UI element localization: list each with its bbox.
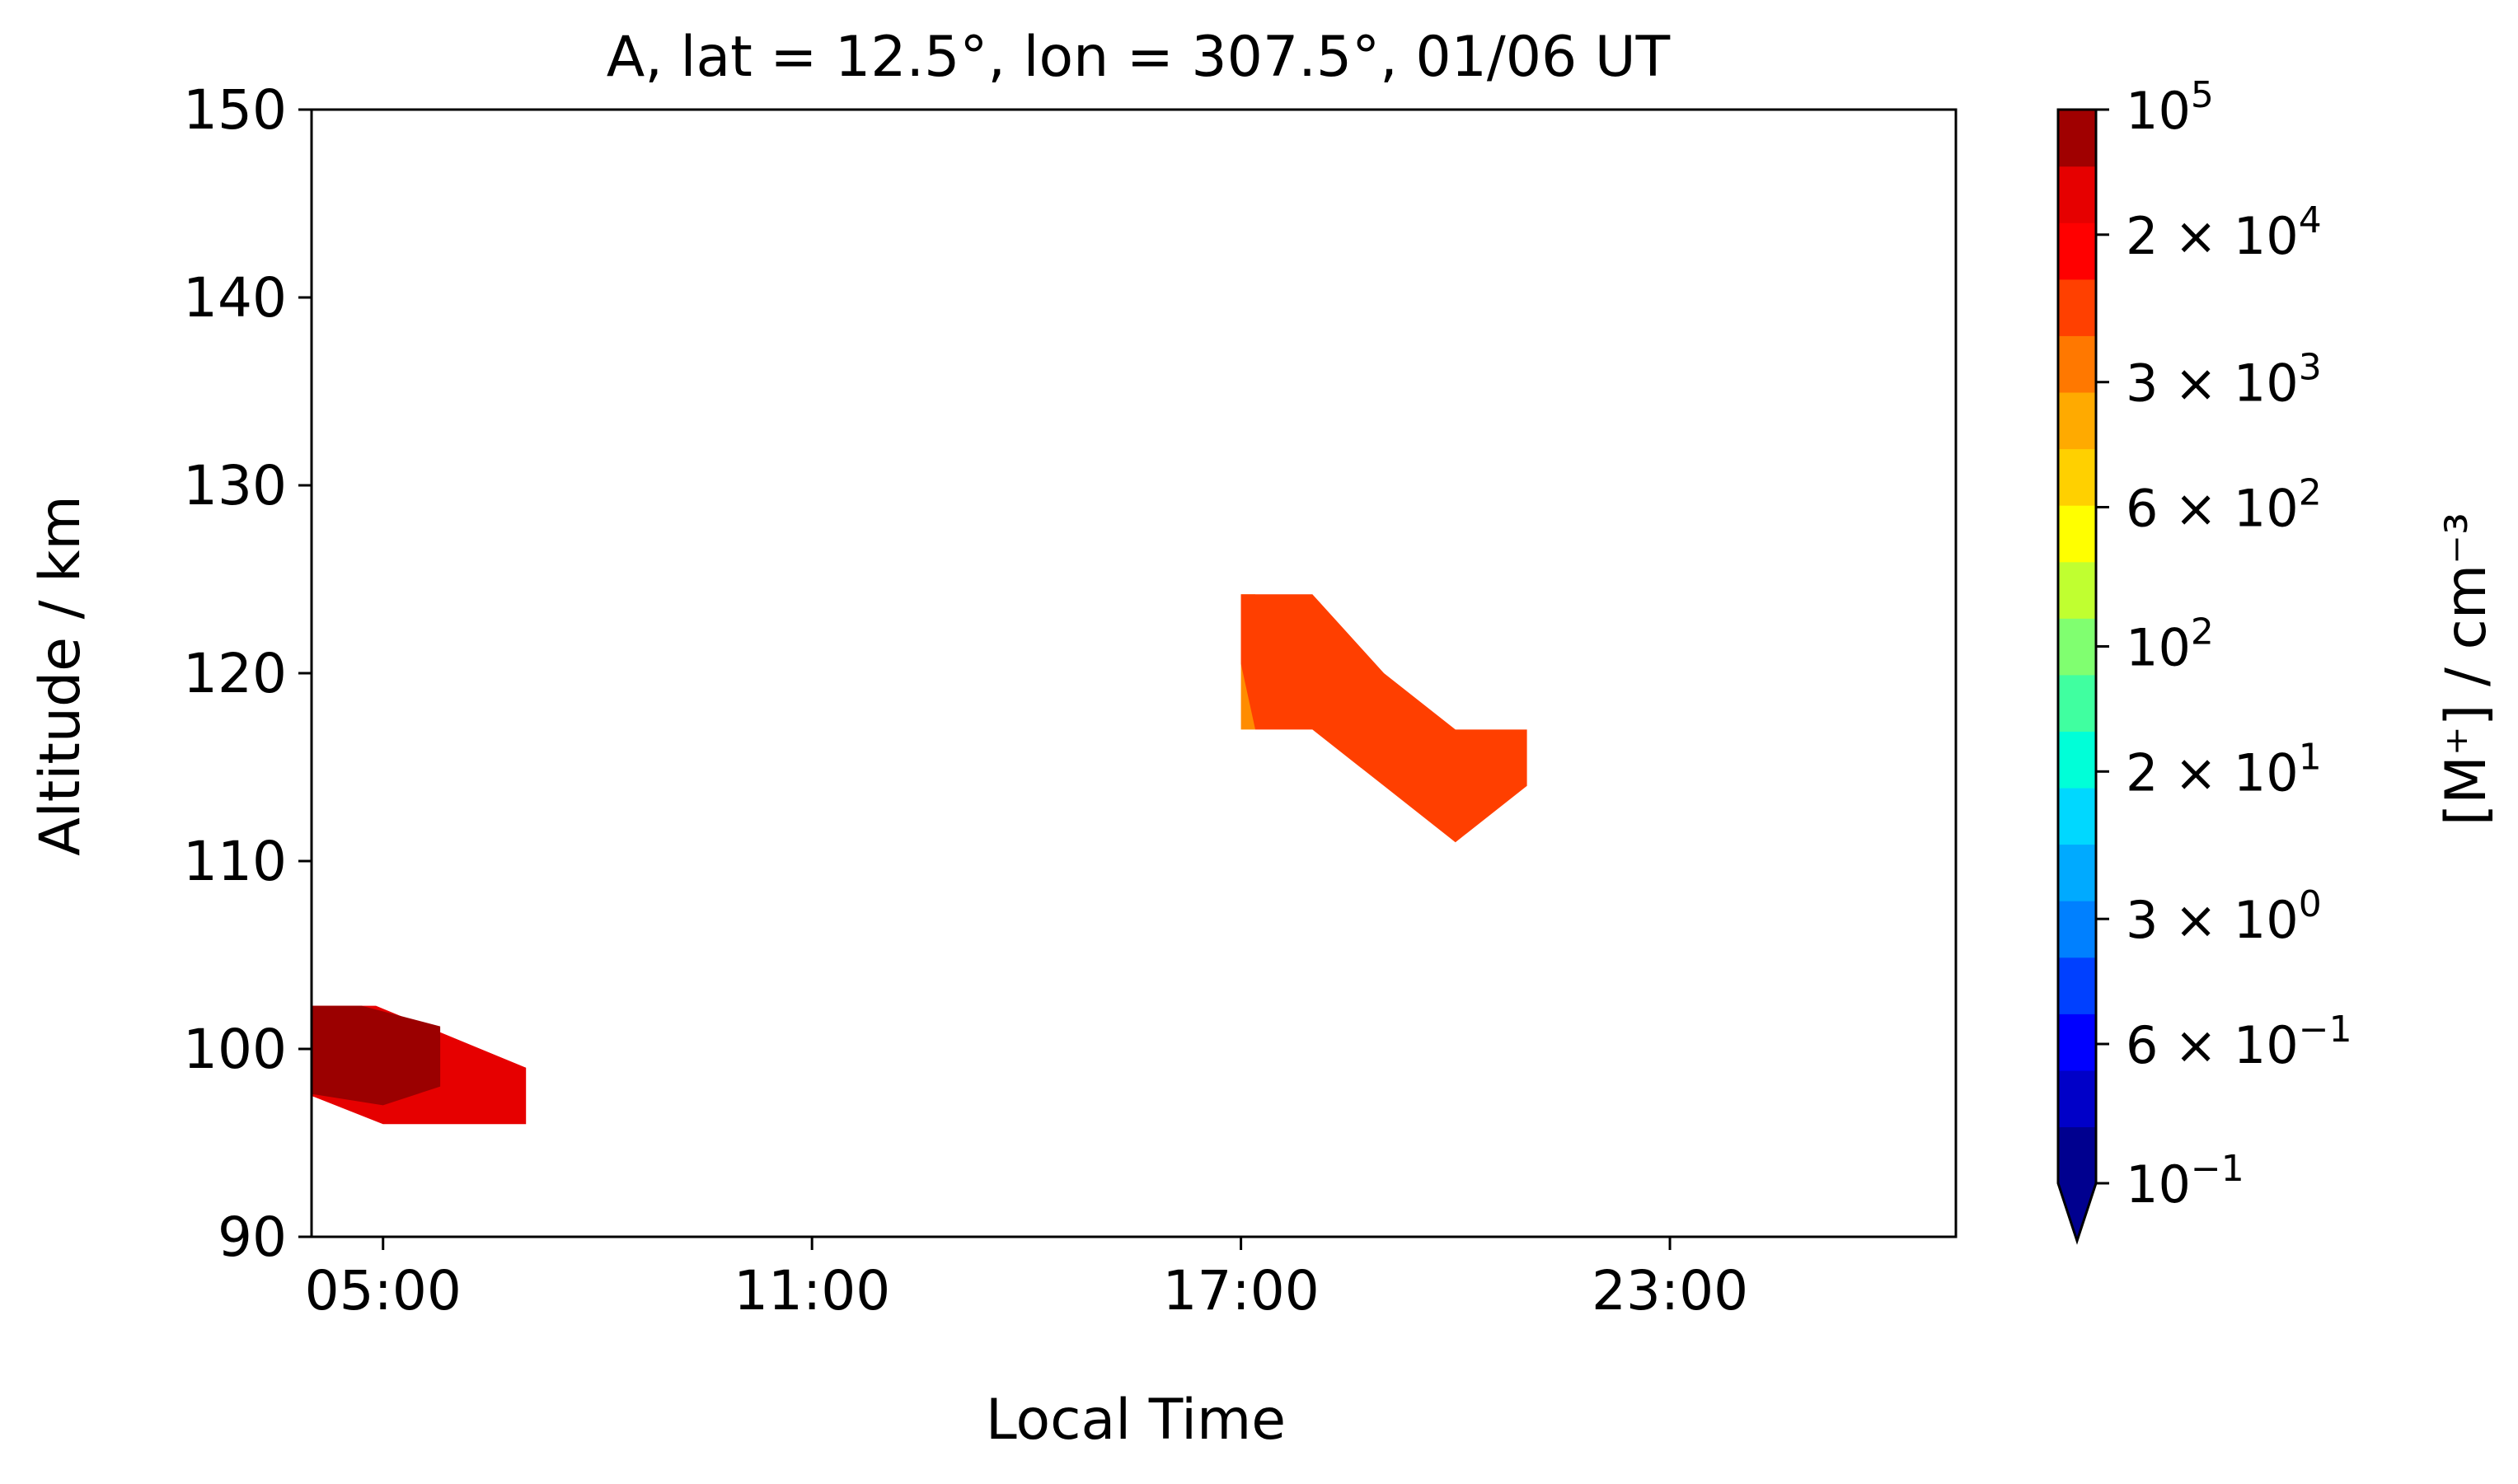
colorbar-segment-6 (2058, 787, 2096, 845)
colorbar-segment-13 (2058, 391, 2096, 450)
y-tick-label-4: 130 (183, 454, 287, 517)
y-tick-label-2: 110 (183, 830, 287, 893)
colorbar-tick-label-5: 6 × 102 (2126, 472, 2322, 539)
y-tick-label-1: 100 (183, 1018, 287, 1081)
contour-region-3 (1240, 594, 1527, 843)
x-tick-label-1: 11:00 (734, 1259, 890, 1322)
colorbar-segment-10 (2058, 561, 2096, 619)
x-tick-label-3: 23:00 (1592, 1259, 1748, 1322)
colorbar-tick-label-7: 2 × 104 (2126, 199, 2322, 266)
colorbar-tick-label-0: 10−1 (2126, 1148, 2244, 1215)
y-axis-label: Altitude / km (28, 495, 93, 855)
contour-region-1 (312, 1005, 441, 1106)
colorbar-tick-label-8: 105 (2126, 74, 2214, 141)
colorbar-segment-17 (2058, 166, 2096, 223)
chart-title: A, lat = 12.5°, lon = 307.5°, 01/06 UT (607, 25, 1671, 90)
colorbar-segment-7 (2058, 731, 2096, 789)
x-tick-label-2: 17:00 (1163, 1259, 1320, 1322)
colorbar-segment-16 (2058, 222, 2096, 280)
colorbar-ticks: 10−1 6 × 10−1 3 × 100 2 × 101 102 6 × 102 3 × … (2096, 74, 2352, 1215)
colorbar-segment-0 (2058, 1126, 2096, 1184)
colorbar-tick-label-4: 102 (2126, 611, 2214, 678)
colorbar-tick-label-3: 2 × 101 (2126, 736, 2322, 803)
y-tick-label-0: 90 (218, 1205, 287, 1269)
contour-regions (312, 594, 1527, 1125)
colorbar-segment-8 (2058, 674, 2096, 732)
y-axis-ticks: 90 100 110 120 130 140 150 (183, 78, 312, 1269)
y-tick-label-5: 140 (183, 266, 287, 330)
colorbar-extend-triangle (2058, 1183, 2096, 1241)
y-tick-label-6: 150 (183, 78, 287, 142)
colorbar-segment-18 (2058, 110, 2096, 167)
x-tick-label-0: 05:00 (305, 1259, 462, 1322)
colorbar-segment-14 (2058, 335, 2096, 393)
colorbar-segment-15 (2058, 279, 2096, 336)
x-axis-ticks: 05:00 11:00 17:00 23:00 (305, 1237, 1748, 1322)
colorbar-segment-11 (2058, 505, 2096, 563)
colorbar-label: [M⁺] / cm⁻³ (2434, 513, 2499, 826)
colorbar (2056, 108, 2098, 1245)
colorbar-segment-3 (2058, 957, 2096, 1014)
colorbar-segment-1 (2058, 1070, 2096, 1127)
x-axis-label: Local Time (986, 1388, 1286, 1453)
colorbar-segment-2 (2058, 1014, 2096, 1071)
colorbar-outline (2056, 108, 2098, 1245)
colorbar-tick-label-1: 6 × 10−1 (2126, 1009, 2352, 1075)
colorbar-segment-9 (2058, 618, 2096, 676)
colorbar-tick-label-2: 3 × 100 (2126, 883, 2322, 950)
colorbar-segment-4 (2058, 901, 2096, 958)
colorbar-segment-12 (2058, 448, 2096, 506)
colorbar-segment-5 (2058, 844, 2096, 901)
colorbar-tick-label-6: 3 × 103 (2126, 347, 2322, 414)
y-tick-label-3: 120 (183, 642, 287, 705)
